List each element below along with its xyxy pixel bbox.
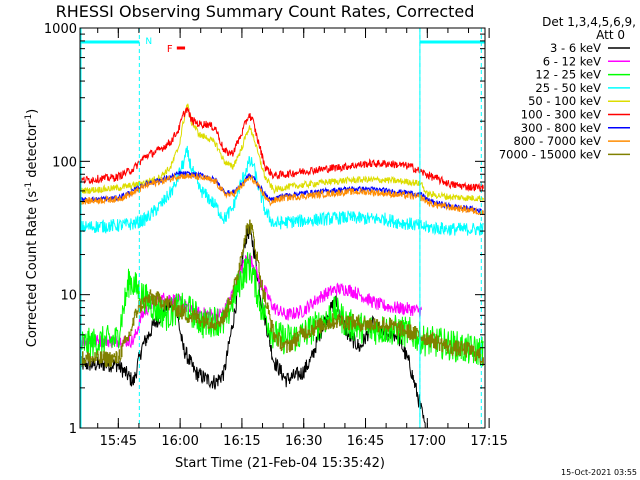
flare-flag-label: F	[167, 44, 173, 55]
footer-timestamp: 15-Oct-2021 03:55	[561, 468, 637, 477]
legend-label-1: 6 - 12 keV	[543, 54, 601, 68]
legend-label-8: 7000 - 15000 keV	[499, 147, 601, 161]
x-tick-label-5: 17:00	[409, 434, 446, 449]
series-line-2	[80, 252, 484, 367]
y-axis-label-end: )	[25, 109, 40, 114]
y-axis-label: Corrected Count Rate (s-1 detector-1)	[24, 109, 40, 347]
y-axis-label-sup1: -1	[24, 182, 34, 191]
chart-title: RHESSI Observing Summary Count Rates, Co…	[56, 2, 475, 21]
series-line-8	[80, 219, 484, 368]
legend-label-5: 100 - 300 keV	[521, 108, 601, 122]
x-tick-label-6: 17:15	[470, 434, 507, 449]
x-tick-label-0: 15:45	[100, 434, 137, 449]
legend-label-6: 300 - 800 keV	[521, 121, 601, 135]
y-axis-label-sup2: -1	[24, 114, 34, 123]
x-axis-label: Start Time (21-Feb-04 15:35:42)	[175, 456, 385, 471]
series-group	[80, 103, 484, 428]
plot-area: N F 1 10 100 1000 15:45 16:00 16:15 16:30 16:45 17:…	[44, 22, 508, 449]
legend-header-attenuator: Att 0	[596, 28, 625, 42]
legend-header-detectors: Det 1,3,4,5,6,9,	[542, 15, 636, 29]
y-tick-label-1: 10	[60, 289, 77, 304]
series-line-3	[80, 145, 484, 236]
night-flag-label: N	[145, 37, 152, 47]
series-line-7	[80, 172, 484, 216]
legend-label-2: 12 - 25 keV	[535, 68, 601, 82]
series-line-0	[80, 224, 426, 428]
x-tick-label-3: 16:30	[285, 434, 322, 449]
x-tick-label-2: 16:15	[223, 434, 260, 449]
y-axis-label-main: Corrected Count Rate (s	[25, 191, 40, 348]
legend-label-3: 25 - 50 keV	[535, 81, 601, 95]
x-tick-label-4: 16:45	[347, 434, 384, 449]
series-line-5	[80, 107, 484, 192]
plot-frame	[79, 27, 486, 429]
legend-label-7: 800 - 7000 keV	[513, 134, 601, 148]
y-axis-label-mid: detector	[25, 122, 40, 182]
legend-label-4: 50 - 100 keV	[528, 94, 601, 108]
y-tick-label-0: 1	[69, 422, 77, 437]
y-tick-label-3: 1000	[44, 22, 77, 37]
series-line-6	[80, 170, 484, 214]
y-tick-label-2: 100	[52, 155, 77, 170]
legend-label-0: 3 - 6 keV	[550, 41, 601, 55]
x-tick-label-1: 16:00	[161, 434, 198, 449]
